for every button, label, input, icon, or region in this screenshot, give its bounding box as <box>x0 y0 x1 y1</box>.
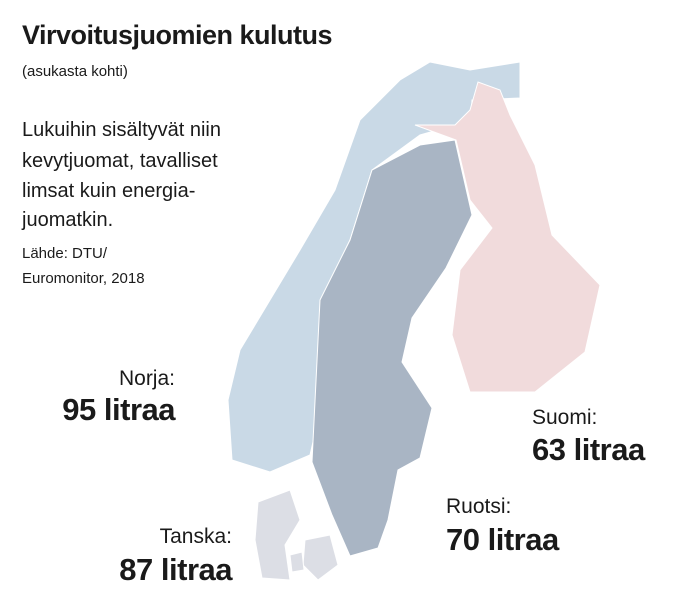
region-label: Tanska: <box>160 525 232 548</box>
description-line: Lukuihin sisältyvät niin <box>22 119 221 141</box>
region-label: Ruotsi: <box>446 495 511 518</box>
region-amount: 70 litraa <box>446 522 560 557</box>
region-label: Norja: <box>119 367 175 390</box>
region-label: Suomi: <box>532 406 597 429</box>
source-line: Euromonitor, 2018 <box>22 270 145 287</box>
source-line: Lähde: DTU/ <box>22 245 108 262</box>
description: Lukuihin sisältyvät niin kevytjuomat, ta… <box>21 119 221 231</box>
region-amount: 87 litraa <box>119 552 233 587</box>
title: Virvoitusjuomien kulutus <box>22 20 332 50</box>
description-line: juomatkin. <box>21 209 113 231</box>
region-amount: 63 litraa <box>532 432 646 467</box>
finland-shape <box>414 81 601 393</box>
sweden-shape <box>311 139 473 557</box>
subtitle: (asukasta kohti) <box>22 63 128 80</box>
description-line: limsat kuin energia- <box>22 180 195 202</box>
description-line: kevytjuomat, tavalliset <box>22 150 218 172</box>
region-amount: 95 litraa <box>62 392 176 427</box>
denmark-shape <box>254 489 339 581</box>
